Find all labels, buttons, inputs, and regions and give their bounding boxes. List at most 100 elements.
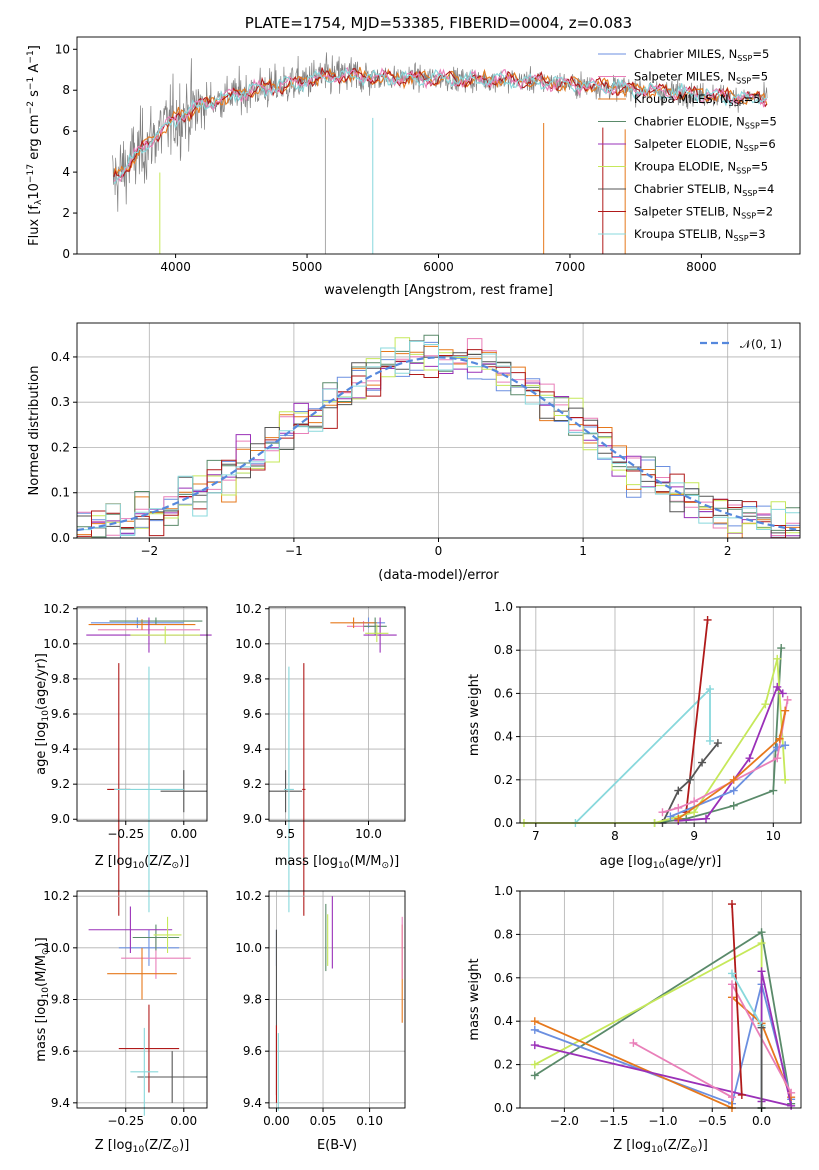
series-marker bbox=[702, 814, 711, 823]
data-point bbox=[365, 624, 389, 643]
y-tick-label: 9.2 bbox=[51, 777, 70, 791]
series-marker bbox=[781, 706, 790, 715]
data-point bbox=[130, 1027, 159, 1116]
data-point bbox=[137, 1051, 207, 1103]
y-tick-label: 6 bbox=[62, 124, 70, 138]
y-tick-label: 10.0 bbox=[43, 941, 70, 955]
y-tick-label: 9.6 bbox=[51, 1044, 70, 1058]
series-marker bbox=[737, 1090, 746, 1099]
data-point bbox=[330, 617, 377, 629]
series-marker bbox=[773, 754, 782, 763]
series-marker bbox=[530, 1071, 539, 1080]
x-tick-label: 0.00 bbox=[263, 1114, 290, 1128]
series-marker bbox=[761, 700, 770, 709]
x-axis-label: mass [log10(M/M⊙)] bbox=[275, 854, 399, 871]
y-tick-label: 0.2 bbox=[51, 440, 70, 454]
x-tick-label: 2 bbox=[724, 544, 732, 558]
x-tick-label: 6000 bbox=[423, 260, 454, 274]
x-tick-label: 10 bbox=[766, 829, 781, 843]
x-tick-label: 9 bbox=[690, 829, 698, 843]
series-marker bbox=[530, 1060, 539, 1069]
x-axis-label: Z [log10(Z/Z⊙)] bbox=[613, 1138, 708, 1155]
chart-title: PLATE=1754, MJD=53385, FIBERID=0004, z=0… bbox=[245, 14, 632, 32]
y-tick-label: 0.0 bbox=[494, 1101, 513, 1115]
legend-entry: 𝒩(0, 1) bbox=[740, 337, 782, 351]
y-tick-label: 9.6 bbox=[243, 1044, 262, 1058]
y-tick-label: 0.6 bbox=[494, 971, 513, 985]
series-marker bbox=[686, 775, 695, 784]
series-marker bbox=[682, 814, 691, 823]
data-point bbox=[160, 770, 207, 813]
legend-entry: Kroupa STELIB, NSSP=3 bbox=[634, 227, 766, 243]
series-marker bbox=[787, 1088, 796, 1097]
age-mass-panel: 9.5 10.0 9.0 9.2 9.4 9.6 9.8 10.0 10.2 mass [log1… bbox=[235, 602, 406, 916]
y-tick-label: 9.6 bbox=[243, 707, 262, 721]
plot-area bbox=[519, 615, 792, 827]
series-marker bbox=[769, 786, 778, 795]
y-tick-label: 8 bbox=[62, 83, 70, 97]
y-tick-label: 9.4 bbox=[51, 742, 70, 756]
x-tick-label: 1 bbox=[579, 544, 587, 558]
y-tick-label: 10.2 bbox=[43, 602, 70, 616]
series-marker bbox=[530, 1017, 539, 1026]
y-tick-label: 9.4 bbox=[243, 742, 262, 756]
x-tick-label: 9.5 bbox=[276, 827, 295, 841]
y-tick-label: 9.4 bbox=[243, 1096, 262, 1110]
y-tick-label: 9.0 bbox=[51, 812, 70, 826]
mass-EBV-panel: 0.00 0.05 0.10 9.4 9.6 9.8 10.0 10.2 E(B-V) bbox=[235, 889, 406, 1153]
series-marker bbox=[530, 1025, 539, 1034]
y-tick-label: 9.8 bbox=[243, 993, 262, 1007]
x-axis-label: (data-model)/error bbox=[378, 568, 499, 583]
spectrum-legend: Chabrier MILES, NSSP=5 Salpeter MILES, NS… bbox=[598, 47, 777, 243]
y-axis-label: Flux [fλ10−17 erg cm−2 s−1 A−1] bbox=[26, 45, 44, 246]
series-marker bbox=[705, 736, 714, 745]
data-point bbox=[118, 1004, 180, 1093]
plot-area bbox=[76, 334, 801, 539]
x-tick-label: 0 bbox=[435, 544, 443, 558]
y-tick-label: 0.8 bbox=[494, 927, 513, 941]
legend-entry: Chabrier ELODIE, NSSP=5 bbox=[634, 115, 777, 131]
data-point bbox=[109, 617, 203, 625]
x-tick-label: 0.10 bbox=[356, 1114, 383, 1128]
y-tick-label: 1.0 bbox=[494, 884, 513, 898]
mw-age-panel: 7 8 9 10 0.0 0.2 0.4 0.6 0.8 1.0 age [log10(age/yr… bbox=[467, 600, 802, 871]
y-tick-label: 9.8 bbox=[51, 993, 70, 1007]
x-tick-label: −0.25 bbox=[107, 1114, 144, 1128]
series-marker bbox=[703, 615, 712, 624]
series-marker bbox=[690, 797, 699, 806]
spectrum-lines bbox=[112, 52, 768, 254]
plot-area bbox=[275, 896, 403, 1111]
series-marker bbox=[530, 1041, 539, 1050]
x-tick-label: −2 bbox=[140, 544, 158, 558]
legend-entry: Kroupa ELODIE, NSSP=5 bbox=[634, 160, 768, 176]
plot-area bbox=[86, 617, 212, 916]
y-tick-label: 0.0 bbox=[51, 531, 70, 545]
series-marker bbox=[787, 1101, 796, 1110]
series-marker bbox=[773, 654, 782, 663]
y-tick-label: 4 bbox=[62, 165, 70, 179]
series-marker bbox=[757, 939, 766, 948]
y-tick-label: 0 bbox=[62, 247, 70, 261]
series-marker bbox=[727, 900, 736, 909]
x-tick-label: −0.5 bbox=[698, 1114, 727, 1128]
x-tick-label: 10.0 bbox=[355, 827, 382, 841]
x-tick-label: −1.0 bbox=[648, 1114, 677, 1128]
y-tick-label: 10.2 bbox=[235, 602, 262, 616]
series-line bbox=[524, 658, 787, 824]
y-tick-label: 0.3 bbox=[51, 395, 70, 409]
data-point bbox=[118, 929, 180, 966]
y-tick-label: 0.4 bbox=[494, 730, 513, 744]
series-marker bbox=[674, 803, 683, 812]
y-tick-label: 10.0 bbox=[43, 637, 70, 651]
y-tick-label: 0.4 bbox=[494, 1014, 513, 1028]
histogram-step bbox=[77, 340, 800, 536]
x-axis-label: Z [log10(Z/Z⊙)] bbox=[95, 854, 190, 871]
plot-area bbox=[530, 900, 796, 1112]
legend-entry: Salpeter MILES, NSSP=5 bbox=[634, 70, 768, 86]
x-tick-label: 0.0 bbox=[752, 1114, 771, 1128]
age-Z-panel: −0.25 0.00 9.0 9.2 9.4 9.6 9.8 10.0 10.2 Z [log10… bbox=[34, 602, 212, 916]
data-point bbox=[363, 617, 387, 636]
y-axis-label: mass weight bbox=[467, 674, 482, 756]
residuals-panel: −2 −1 0 1 2 0.0 0.1 0.2 0.3 0.4 (data-model)/error… bbox=[27, 322, 801, 583]
legend-entry: Kroupa MILES, NSSP=5 bbox=[634, 92, 761, 108]
